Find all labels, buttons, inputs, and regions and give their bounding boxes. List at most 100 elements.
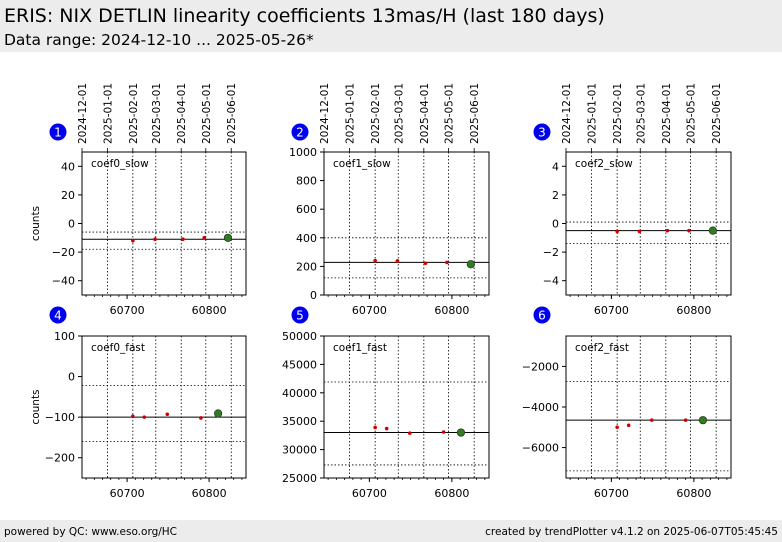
data-point <box>384 426 389 431</box>
page-title: ERIS: NIX DETLIN linearity coefficients … <box>4 5 605 27</box>
data-point <box>131 238 135 243</box>
plot-frame <box>565 335 732 479</box>
data-point <box>423 261 428 266</box>
latest-data-point <box>456 428 466 437</box>
footer-created: created by trendPlotter v4.1.2 on 2025-0… <box>485 526 778 538</box>
y-tick-label: −4000 <box>522 401 559 414</box>
date-tick-label: 2025-01-01 <box>587 83 599 144</box>
x-tick-label: 60700 <box>110 487 145 500</box>
date-tick-label: 2025-06-01 <box>469 83 481 144</box>
data-point <box>131 414 135 419</box>
y-tick-label: 30000 <box>282 444 317 457</box>
y-tick-label: 1000 <box>289 146 317 159</box>
y-tick-label: 4 <box>552 160 559 173</box>
y-tick-label: −4 <box>543 275 559 288</box>
date-tick-label: 2025-05-01 <box>201 83 213 144</box>
data-point <box>441 430 446 434</box>
data-point <box>373 258 377 263</box>
date-tick-label: 2025-04-01 <box>661 83 673 144</box>
date-tick-label: 2025-06-01 <box>711 83 723 144</box>
date-tick-label: 2025-03-01 <box>393 83 405 144</box>
panel-number: 2 <box>296 126 304 140</box>
data-point <box>615 425 619 430</box>
panel-label: coef2_fast <box>575 342 629 354</box>
panel-label: coef0_slow <box>91 158 149 170</box>
date-tick-label: 2024-12-01 <box>561 83 573 144</box>
data-point <box>165 412 170 417</box>
y-tick-label: 20 <box>61 189 75 202</box>
date-tick-label: 2025-04-01 <box>419 83 431 144</box>
date-tick-label: 2025-02-01 <box>128 83 140 144</box>
y-tick-label: −20 <box>52 246 75 259</box>
y-tick-label: 0 <box>552 218 559 231</box>
x-tick-label: 60800 <box>192 304 227 317</box>
x-tick-label: 60800 <box>676 487 711 500</box>
data-point <box>408 431 412 435</box>
panel-number: 1 <box>54 126 62 140</box>
y-tick-label: 25000 <box>282 472 317 485</box>
y-tick-label: 45000 <box>282 358 317 371</box>
data-point <box>683 418 688 422</box>
x-tick-label: 60800 <box>192 487 227 500</box>
latest-data-point <box>466 260 475 269</box>
data-point <box>181 237 185 242</box>
plot-frame <box>323 151 490 296</box>
y-tick-label: 40 <box>61 160 75 173</box>
y-tick-label: 0 <box>68 218 75 231</box>
data-point <box>153 237 157 242</box>
y-tick-label: 2 <box>552 189 559 202</box>
footer-bar: powered by QC: www.eso.org/HC created by… <box>0 520 782 542</box>
y-tick-label: −40 <box>52 275 75 288</box>
plot-frame <box>81 151 247 296</box>
page-subtitle: Data range: 2024-12-10 ... 2025-05-26* <box>4 31 314 49</box>
y-tick-label: −6000 <box>522 442 559 455</box>
y-tick-label: 800 <box>296 175 317 188</box>
panel-label: coef1_slow <box>333 158 391 170</box>
panel-number: 5 <box>296 309 304 323</box>
panel-label: coef0_fast <box>91 342 145 354</box>
latest-data-point <box>698 416 708 425</box>
data-point <box>665 228 670 233</box>
panel-label: coef2_slow <box>575 158 633 170</box>
date-tick-label: 2025-01-01 <box>345 83 357 144</box>
data-point <box>142 415 147 419</box>
panel-number: 3 <box>538 126 546 140</box>
y-tick-label: 0 <box>68 371 75 384</box>
y-tick-label: 100 <box>54 330 75 343</box>
x-tick-label: 60700 <box>110 304 145 317</box>
y-tick-label: 0 <box>310 289 317 302</box>
data-point <box>202 236 206 240</box>
date-tick-label: 2024-12-01 <box>319 83 331 144</box>
x-tick-label: 60700 <box>594 304 629 317</box>
data-point <box>373 425 377 430</box>
data-point <box>687 228 691 233</box>
y-tick-label: 200 <box>296 260 317 273</box>
date-tick-label: 2025-04-01 <box>176 83 188 144</box>
data-point <box>395 259 400 263</box>
panel-number: 4 <box>54 309 62 323</box>
x-tick-label: 60800 <box>676 304 711 317</box>
y-tick-label: 35000 <box>282 415 317 428</box>
y-tick-label: −2 <box>543 246 559 259</box>
plots-canvas: 2024-12-01 2025-01-01 2025-02-01 2025-03-01… <box>30 83 732 500</box>
panel-number-badge <box>533 123 551 141</box>
data-point <box>637 229 642 234</box>
panel-number-badge <box>49 306 67 324</box>
y-axis-label: counts <box>30 389 42 424</box>
y-tick-label: −100 <box>45 411 75 424</box>
date-tick-label: 2025-05-01 <box>686 83 698 144</box>
footer-credit: powered by QC: www.eso.org/HC <box>4 526 178 538</box>
x-tick-label: 60700 <box>352 304 387 317</box>
date-tick-label: 2025-02-01 <box>612 83 624 144</box>
latest-data-point <box>214 409 223 418</box>
y-axis-label: counts <box>30 206 42 241</box>
y-tick-label: 600 <box>296 203 317 216</box>
x-tick-label: 60700 <box>352 487 387 500</box>
date-tick-label: 2025-03-01 <box>151 83 163 144</box>
date-tick-label: 2025-02-01 <box>370 83 382 144</box>
plot-frame <box>323 335 490 479</box>
panel-number-badge <box>49 123 67 141</box>
latest-data-point <box>708 226 717 235</box>
y-tick-label: 40000 <box>282 387 317 400</box>
plot-frame <box>565 151 732 296</box>
